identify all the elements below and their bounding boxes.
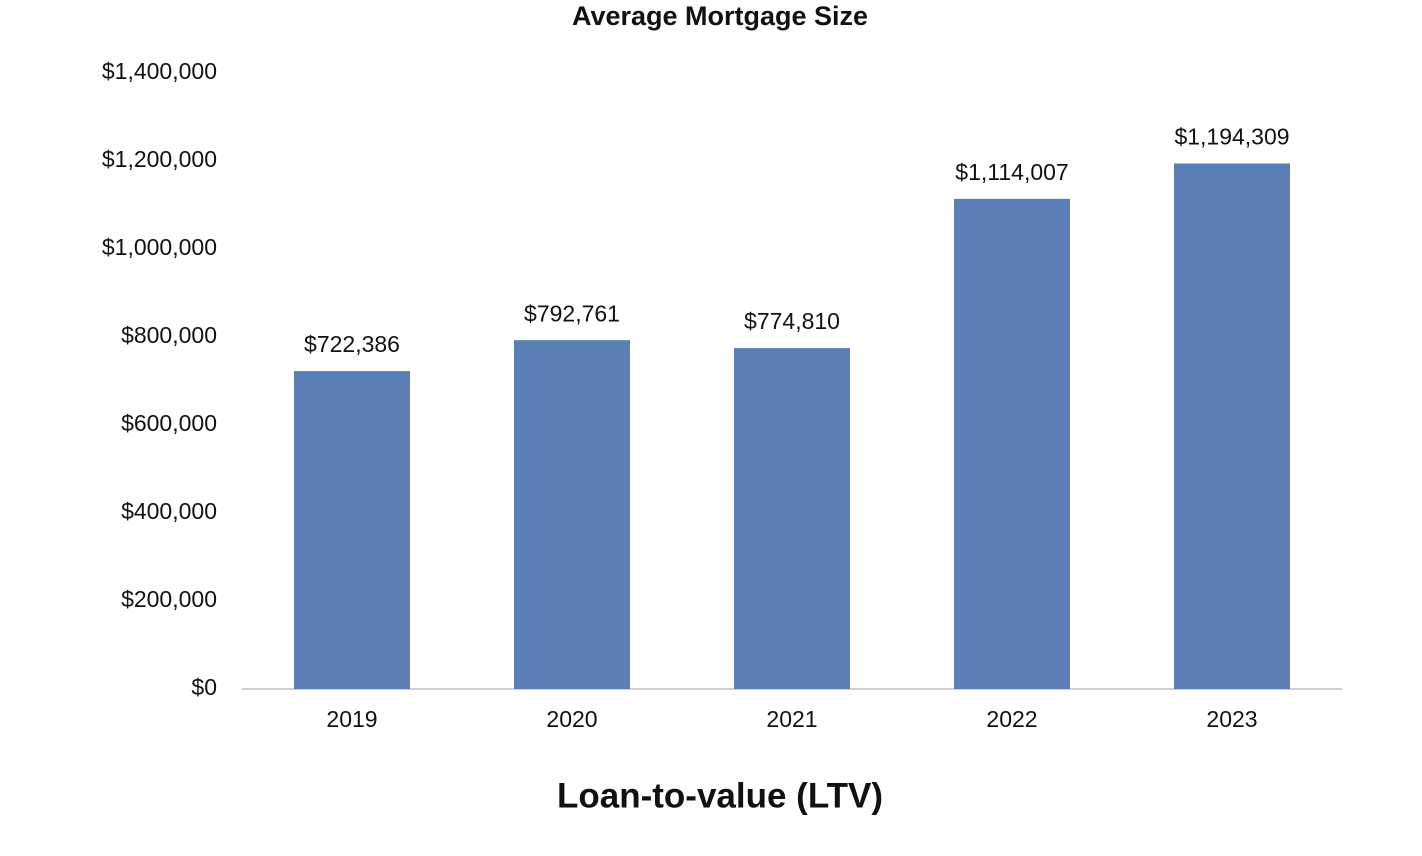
x-axis-label: Loan-to-value (LTV) (557, 776, 883, 815)
y-tick-label: $0 (191, 674, 217, 700)
x-tick-label: 2023 (1206, 706, 1257, 732)
x-tick-label: 2022 (986, 706, 1037, 732)
data-label: $1,194,309 (1174, 124, 1289, 150)
y-tick-label: $1,400,000 (102, 58, 217, 84)
bar (734, 348, 850, 689)
y-tick-label: $1,000,000 (102, 234, 217, 260)
data-label: $774,810 (744, 308, 840, 334)
x-tick-label: 2020 (546, 706, 597, 732)
y-tick-label: $200,000 (121, 586, 217, 612)
bar (294, 371, 410, 689)
x-tick-label: 2019 (326, 706, 377, 732)
bar (514, 340, 630, 689)
y-tick-label: $800,000 (121, 322, 217, 348)
bar (1174, 163, 1290, 690)
y-tick-label: $1,200,000 (102, 146, 217, 172)
y-tick-label: $400,000 (121, 498, 217, 524)
y-tick-label: $600,000 (121, 410, 217, 436)
x-tick-label: 2021 (766, 706, 817, 732)
bar (954, 198, 1070, 689)
chart-title: Average Mortgage Size (572, 1, 868, 31)
data-label: $792,761 (524, 300, 620, 326)
data-label: $722,386 (304, 331, 400, 357)
data-label: $1,114,007 (955, 159, 1068, 185)
